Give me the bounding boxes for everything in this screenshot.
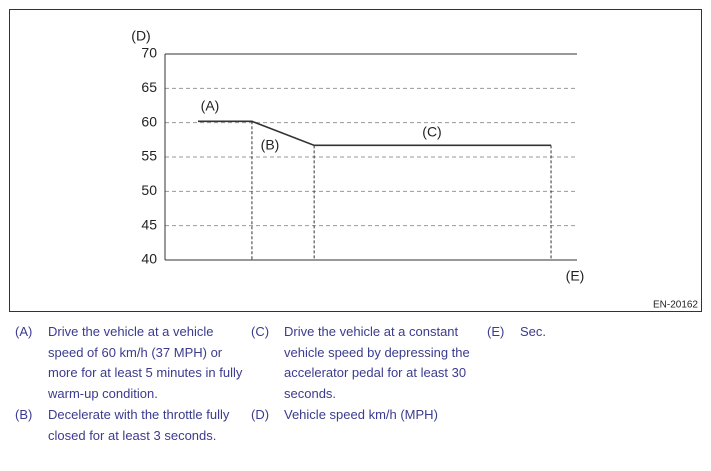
- frame: [9, 9, 702, 312]
- y-tick-label: 65: [141, 79, 157, 95]
- annotation: (C): [422, 124, 441, 140]
- chart: (D) (E) EN-20162 40 45 50 55 60 65 70 (A) (B) (C): [9, 9, 702, 312]
- y-tick-label: 55: [141, 148, 157, 164]
- y-tick-label: 60: [141, 113, 157, 129]
- data-line: [197, 120, 552, 147]
- y-tick-label: 50: [141, 182, 157, 198]
- note-key: (D): [251, 407, 270, 422]
- y-tick-label: 70: [141, 45, 157, 61]
- note-key: (A): [15, 324, 33, 339]
- note-text: Vehicle speed km/h (MPH): [284, 407, 438, 422]
- y-tick-label: 40: [141, 251, 157, 267]
- note-key: (B): [15, 407, 33, 422]
- note-text: Drive the vehicle at a vehicle speed of …: [48, 324, 243, 402]
- note-key: (E): [487, 324, 505, 339]
- annotation: (B): [261, 137, 280, 153]
- y-axis-label: (D): [131, 28, 150, 44]
- note-text: Sec.: [520, 324, 547, 339]
- note-text: Decelerate with the throttle fully close…: [48, 407, 230, 443]
- x-axis-label: (E): [566, 268, 585, 284]
- annotation: (A): [201, 98, 220, 114]
- figure-id: EN-20162: [653, 300, 698, 311]
- note-text: Drive the vehicle at a constant vehicle …: [284, 324, 470, 402]
- note-key: (C): [251, 324, 270, 339]
- y-tick-label: 45: [141, 216, 157, 232]
